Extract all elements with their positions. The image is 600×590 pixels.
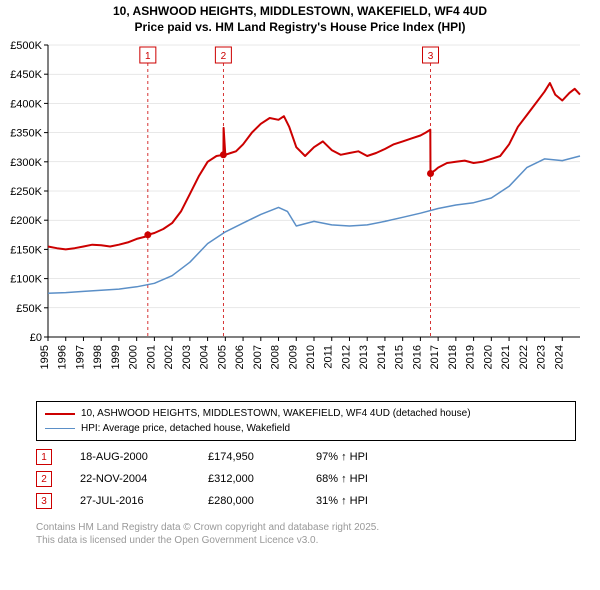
x-tick-label: 2012: [340, 345, 352, 369]
y-tick-label: £250K: [10, 186, 42, 198]
marker-date: 18-AUG-2000: [80, 451, 180, 463]
y-tick-label: £300K: [10, 157, 42, 169]
x-tick-label: 2015: [394, 345, 406, 369]
y-tick-label: £450K: [10, 69, 42, 81]
y-tick-label: £350K: [10, 128, 42, 140]
x-tick-label: 2006: [234, 345, 246, 369]
y-tick-label: £200K: [10, 215, 42, 227]
marker-hpi: 68% ↑ HPI: [316, 473, 368, 485]
marker-badge-number: 3: [428, 51, 434, 62]
x-tick-label: 2024: [553, 345, 565, 369]
marker-price: £174,950: [208, 451, 288, 463]
x-tick-label: 1999: [110, 345, 122, 369]
marker-table: 1 18-AUG-2000 £174,950 97% ↑ HPI 2 22-NOV-200…: [36, 449, 576, 515]
legend-label: 10, ASHWOOD HEIGHTS, MIDDLESTOWN, WAKEFI…: [81, 406, 471, 421]
x-tick-label: 2008: [270, 345, 282, 369]
marker-badge-number: 1: [145, 51, 151, 62]
y-tick-label: £0: [30, 332, 42, 344]
x-tick-label: 2007: [252, 345, 264, 369]
marker-date: 27-JUL-2016: [80, 495, 180, 507]
x-tick-label: 1998: [92, 345, 104, 369]
chart-title: 10, ASHWOOD HEIGHTS, MIDDLESTOWN, WAKEFI…: [0, 0, 600, 37]
marker-hpi: 97% ↑ HPI: [316, 451, 368, 463]
chart-plot: £0 £50K £100K £150K £200K £250K £300K £350K £400…: [0, 37, 600, 397]
marker-row: 2 22-NOV-2004 £312,000 68% ↑ HPI: [36, 471, 576, 487]
marker-badge: 2: [36, 471, 52, 487]
marker-price: £280,000: [208, 495, 288, 507]
y-tick-label: £400K: [10, 99, 42, 111]
x-tick-label: 2021: [500, 345, 512, 369]
x-tick-label: 2018: [447, 345, 459, 369]
legend-swatch: [45, 428, 75, 429]
y-tick-label: £150K: [10, 245, 42, 257]
legend: 10, ASHWOOD HEIGHTS, MIDDLESTOWN, WAKEFI…: [36, 401, 576, 441]
x-tick-label: 2022: [518, 345, 530, 369]
x-tick-label: 2003: [181, 345, 193, 369]
attribution: Contains HM Land Registry data © Crown c…: [36, 521, 576, 547]
attribution-line-1: Contains HM Land Registry data © Crown c…: [36, 521, 576, 534]
legend-label: HPI: Average price, detached house, Wake…: [81, 421, 290, 436]
title-line-2: Price paid vs. HM Land Registry's House …: [0, 20, 600, 36]
x-tick-label: 2017: [429, 345, 441, 369]
legend-row: HPI: Average price, detached house, Wake…: [45, 421, 567, 436]
x-tick-label: 2001: [145, 345, 157, 369]
x-tick-label: 2020: [482, 345, 494, 369]
x-tick-label: 2016: [411, 345, 423, 369]
y-tick-label: £50K: [16, 303, 42, 315]
x-tick-label: 2014: [376, 345, 388, 369]
marker-price: £312,000: [208, 473, 288, 485]
chart-svg: £0 £50K £100K £150K £200K £250K £300K £350K £400…: [0, 37, 600, 397]
marker-date: 22-NOV-2004: [80, 473, 180, 485]
marker-badge: 1: [36, 449, 52, 465]
marker-badge: 3: [36, 493, 52, 509]
title-line-1: 10, ASHWOOD HEIGHTS, MIDDLESTOWN, WAKEFI…: [0, 4, 600, 20]
marker-badge-number: 2: [221, 51, 227, 62]
x-tick-label: 2004: [199, 345, 211, 369]
marker-hpi: 31% ↑ HPI: [316, 495, 368, 507]
x-tick-label: 2000: [128, 345, 140, 369]
chart-container: 10, ASHWOOD HEIGHTS, MIDDLESTOWN, WAKEFI…: [0, 0, 600, 590]
y-tick-label: £500K: [10, 40, 42, 52]
legend-row: 10, ASHWOOD HEIGHTS, MIDDLESTOWN, WAKEFI…: [45, 406, 567, 421]
x-tick-label: 1995: [39, 345, 51, 369]
x-tick-label: 2013: [358, 345, 370, 369]
x-tick-label: 2023: [536, 345, 548, 369]
marker-row: 1 18-AUG-2000 £174,950 97% ↑ HPI: [36, 449, 576, 465]
marker-row: 3 27-JUL-2016 £280,000 31% ↑ HPI: [36, 493, 576, 509]
y-tick-label: £100K: [10, 274, 42, 286]
x-tick-label: 2019: [465, 345, 477, 369]
x-tick-label: 2009: [287, 345, 299, 369]
x-tick-label: 2002: [163, 345, 175, 369]
x-tick-label: 2011: [323, 345, 335, 369]
legend-swatch: [45, 413, 75, 415]
x-tick-label: 2010: [305, 345, 317, 369]
x-tick-label: 2005: [216, 345, 228, 369]
attribution-line-2: This data is licensed under the Open Gov…: [36, 534, 576, 547]
x-tick-label: 1997: [74, 345, 86, 369]
x-tick-label: 1996: [57, 345, 69, 369]
